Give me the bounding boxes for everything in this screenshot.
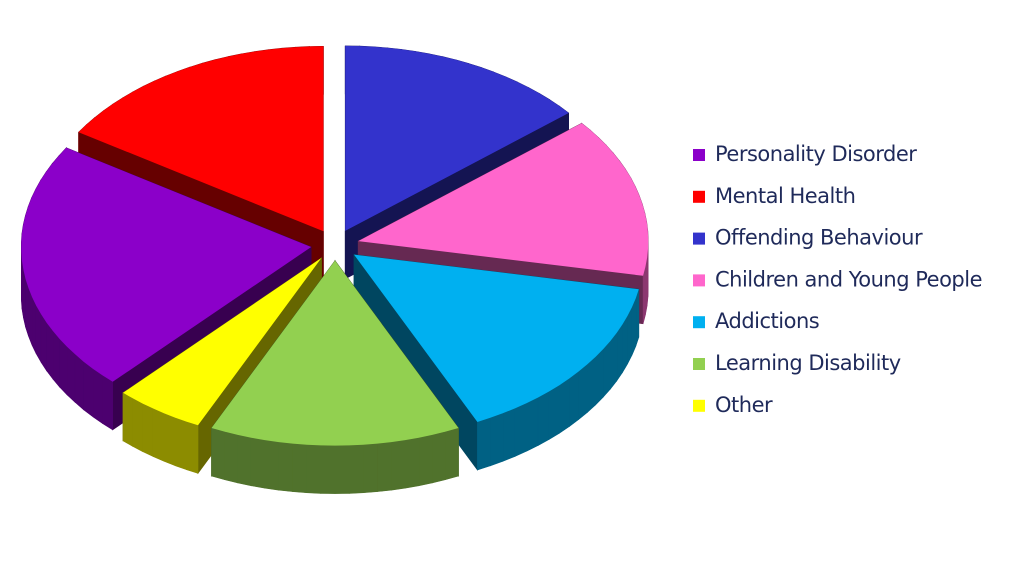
slice-side bbox=[617, 324, 623, 380]
slice-side bbox=[363, 444, 377, 493]
legend-swatch bbox=[693, 149, 705, 161]
slice-side bbox=[419, 435, 433, 486]
slice-side bbox=[251, 438, 265, 488]
slice-side bbox=[84, 362, 93, 417]
legend-swatch bbox=[693, 316, 705, 328]
slice-side bbox=[238, 435, 252, 486]
slice-side bbox=[133, 398, 143, 451]
slice-side bbox=[212, 428, 225, 480]
slice-side bbox=[643, 267, 645, 324]
slice-side bbox=[569, 372, 578, 427]
slice-side bbox=[587, 357, 595, 413]
slice-side bbox=[75, 354, 84, 409]
slice-side bbox=[41, 314, 47, 370]
legend-swatch bbox=[693, 358, 705, 370]
slice-side bbox=[527, 398, 538, 452]
slice-side bbox=[632, 298, 636, 355]
legend-label: Learning Disability bbox=[715, 351, 901, 375]
slice-side bbox=[636, 289, 639, 346]
legend-label: Personality Disorder bbox=[715, 142, 917, 166]
slice-side bbox=[143, 404, 154, 457]
slice-side bbox=[603, 341, 610, 397]
legend-label: Mental Health bbox=[715, 184, 855, 208]
slice-side bbox=[377, 442, 391, 492]
slice-side bbox=[446, 428, 459, 480]
legend-swatch bbox=[693, 400, 705, 412]
slice-side bbox=[596, 349, 604, 405]
slice-side bbox=[26, 279, 29, 336]
slice-side bbox=[36, 306, 41, 363]
slice-side bbox=[349, 445, 363, 494]
slice-side bbox=[186, 422, 198, 474]
slice-side bbox=[29, 288, 33, 345]
slice-side bbox=[623, 316, 628, 373]
slice-side bbox=[321, 445, 335, 493]
legend-swatch bbox=[693, 191, 705, 203]
slice-side bbox=[164, 413, 175, 465]
slice-side bbox=[293, 444, 307, 493]
slice-side bbox=[265, 440, 279, 490]
legend-label: Other bbox=[715, 393, 773, 417]
slice-side bbox=[60, 339, 67, 395]
slice-side bbox=[432, 432, 445, 483]
slice-side bbox=[123, 393, 133, 447]
slice-side bbox=[490, 413, 503, 466]
slice-side bbox=[67, 347, 75, 403]
slice-side bbox=[503, 408, 515, 461]
slice-side bbox=[628, 307, 632, 364]
slice-side bbox=[53, 331, 60, 387]
slice-side bbox=[391, 440, 405, 490]
slice-side bbox=[307, 445, 321, 494]
slice-side bbox=[175, 418, 186, 470]
legend-swatch bbox=[693, 274, 705, 286]
slice-side bbox=[279, 442, 293, 492]
slice-side bbox=[24, 270, 26, 327]
slice-side bbox=[335, 445, 349, 493]
slice-side bbox=[405, 438, 419, 488]
slice-side bbox=[549, 385, 559, 439]
slice-side bbox=[103, 375, 113, 429]
slice-side bbox=[610, 333, 616, 389]
slice-side bbox=[93, 369, 103, 424]
slice-side bbox=[538, 392, 549, 446]
legend-label: Offending Behaviour bbox=[715, 226, 923, 250]
slice-side bbox=[153, 409, 164, 462]
legend-label: Addictions bbox=[715, 309, 819, 333]
slice-side bbox=[559, 379, 569, 434]
slice-side bbox=[579, 364, 588, 419]
legend-swatch bbox=[693, 233, 705, 245]
slice-side bbox=[225, 432, 238, 483]
slice-side bbox=[477, 418, 490, 470]
legend-label: Children and Young People bbox=[715, 267, 982, 291]
slice-side bbox=[515, 403, 527, 456]
slice-side bbox=[32, 297, 36, 354]
slice-side bbox=[47, 323, 53, 379]
